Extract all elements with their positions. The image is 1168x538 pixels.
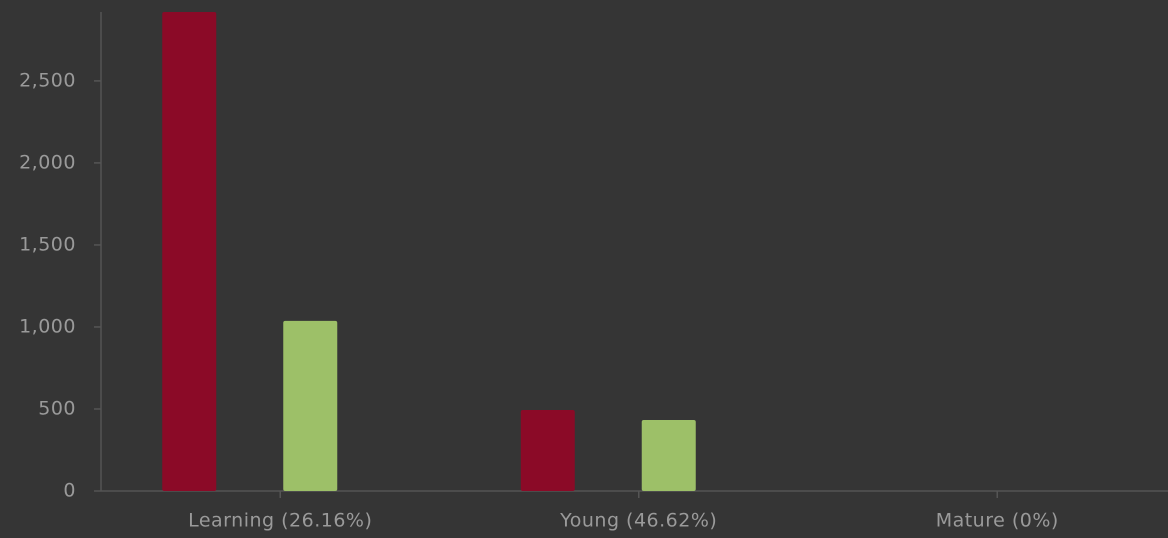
y-tick-label: 2,500: [19, 69, 76, 91]
x-tick-label: Learning (26.16%): [188, 510, 372, 532]
y-tick-label: 1,000: [19, 315, 76, 337]
y-tick-label: 0: [63, 480, 76, 502]
y-tick-label: 1,500: [19, 233, 76, 255]
x-tick-label: Mature (0%): [936, 510, 1059, 532]
y-tick-label: 2,000: [19, 151, 76, 173]
y-tick-label: 500: [38, 397, 76, 419]
bar: [641, 419, 696, 491]
x-tick-label: Young (46.62%): [559, 510, 717, 532]
bar: [162, 12, 217, 491]
bar: [520, 409, 575, 491]
bar: [283, 320, 338, 491]
